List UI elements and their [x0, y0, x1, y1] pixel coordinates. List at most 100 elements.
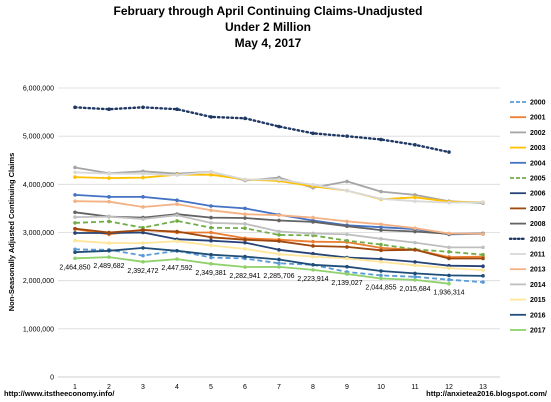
data-point-2011: [481, 200, 485, 204]
data-point-2015: [481, 268, 485, 272]
data-point-2011: [413, 199, 417, 203]
data-point-2008: [243, 216, 247, 220]
data-point-2014: [107, 214, 111, 219]
data-point-2003: [73, 175, 77, 179]
y-tick-label: 2,000,000: [23, 278, 54, 285]
data-point-2011: [447, 200, 451, 205]
data-point-2007: [73, 226, 77, 231]
data-point-2005: [243, 226, 247, 230]
data-point-2010: [447, 150, 451, 154]
data-point-2000: [209, 255, 213, 260]
data-point-2017: [311, 268, 315, 272]
legend-label-2014: 2014: [530, 282, 546, 289]
data-point-2017: [141, 259, 145, 264]
data-point-2015: [243, 247, 247, 251]
legend-label-2002: 2002: [530, 130, 546, 137]
data-point-2013: [277, 213, 281, 217]
data-point-2015: [413, 263, 417, 268]
data-point-2007: [243, 237, 247, 242]
series-line-2017: [74, 256, 450, 285]
data-point-2013: [413, 226, 417, 230]
data-point-2017: [107, 255, 111, 259]
data-label: 2,285,706: [263, 273, 294, 280]
chart-date: May 4, 2017: [235, 36, 302, 50]
data-point-2016: [209, 252, 213, 257]
y-tick-label: 1,000,000: [23, 326, 54, 333]
data-point-2014: [243, 222, 247, 226]
data-point-2007: [141, 228, 145, 232]
data-point-2016: [243, 254, 247, 259]
data-point-2013: [345, 219, 349, 224]
data-point-2014: [413, 240, 417, 245]
data-point-2011: [175, 173, 179, 177]
data-point-2004: [243, 206, 247, 211]
data-point-2005: [277, 233, 281, 237]
data-point-2011: [345, 188, 349, 193]
legend-label-2017: 2017: [530, 328, 546, 335]
data-point-2015: [311, 254, 315, 259]
data-point-2014: [447, 245, 451, 250]
footer-source-left[interactable]: http://www.itstheeconomy.info/: [4, 389, 115, 398]
data-label: 2,349,381: [195, 270, 226, 277]
data-point-2007: [277, 239, 281, 243]
data-point-2014: [141, 217, 145, 221]
data-label: 2,464,850: [59, 264, 90, 271]
data-point-2006: [73, 231, 77, 235]
legend-label-2005: 2005: [530, 176, 546, 183]
data-point-2001: [209, 230, 213, 235]
x-tick-labels: 1 2 3 4 5 6 7 8 9 10 11 12 13: [73, 384, 487, 391]
data-point-2017: [209, 262, 213, 266]
data-point-2014: [311, 231, 315, 236]
data-point-2005: [175, 219, 179, 223]
data-point-2015: [379, 260, 383, 264]
legend-label-2003: 2003: [530, 145, 546, 152]
y-tick-label: 6,000,000: [23, 86, 54, 93]
data-point-2014: [175, 213, 179, 217]
data-label: 2,282,941: [229, 273, 260, 280]
data-point-2013: [481, 232, 485, 236]
data-point-2004: [73, 193, 77, 197]
data-point-2010: [141, 105, 145, 110]
data-point-2014: [379, 236, 383, 241]
x-tick-label: 5: [209, 384, 213, 391]
data-point-2008: [209, 215, 213, 220]
data-point-2005: [481, 252, 485, 257]
data-point-2010: [277, 124, 281, 129]
legend-label-2015: 2015: [530, 297, 546, 304]
x-tick-label: 6: [243, 384, 247, 391]
data-point-2011: [379, 196, 383, 201]
data-point-2011: [311, 183, 315, 187]
data-point-2004: [209, 204, 213, 208]
data-point-2002: [73, 165, 77, 170]
legend-label-2008: 2008: [530, 221, 546, 228]
legend: 2000 2001 2002 2003 2004 2005 2006 2007 2008 2010…: [508, 100, 546, 335]
data-point-2008: [277, 218, 281, 223]
data-point-2011: [277, 177, 281, 182]
y-tick-label: 4,000,000: [23, 182, 54, 189]
data-point-2016: [107, 249, 111, 253]
data-label: 2,223,914: [297, 276, 328, 283]
x-tick-label: 7: [277, 384, 281, 391]
data-point-2017: [379, 276, 383, 281]
data-point-2010: [243, 116, 247, 121]
legend-label-2011: 2011: [530, 252, 545, 259]
data-label: 2,044,855: [365, 285, 396, 292]
data-point-2010: [107, 107, 111, 111]
data-point-2013: [73, 199, 77, 203]
data-label: 2,447,592: [161, 265, 192, 272]
data-point-2000: [141, 253, 145, 258]
data-point-2008: [379, 228, 383, 232]
data-point-2007: [379, 248, 383, 253]
data-point-2005: [379, 242, 383, 247]
series-lines: [73, 105, 485, 286]
data-point-2007: [481, 256, 485, 261]
data-point-2003: [107, 176, 111, 180]
footer-source-right[interactable]: http://anxietea2016.blogspot.com/: [426, 389, 548, 398]
data-point-2007: [311, 244, 315, 248]
x-tick-label: 12: [445, 384, 453, 391]
data-point-2015: [175, 239, 179, 243]
x-tick-label: 2: [107, 384, 111, 391]
data-point-2017: [413, 278, 417, 282]
data-point-2015: [209, 243, 213, 248]
